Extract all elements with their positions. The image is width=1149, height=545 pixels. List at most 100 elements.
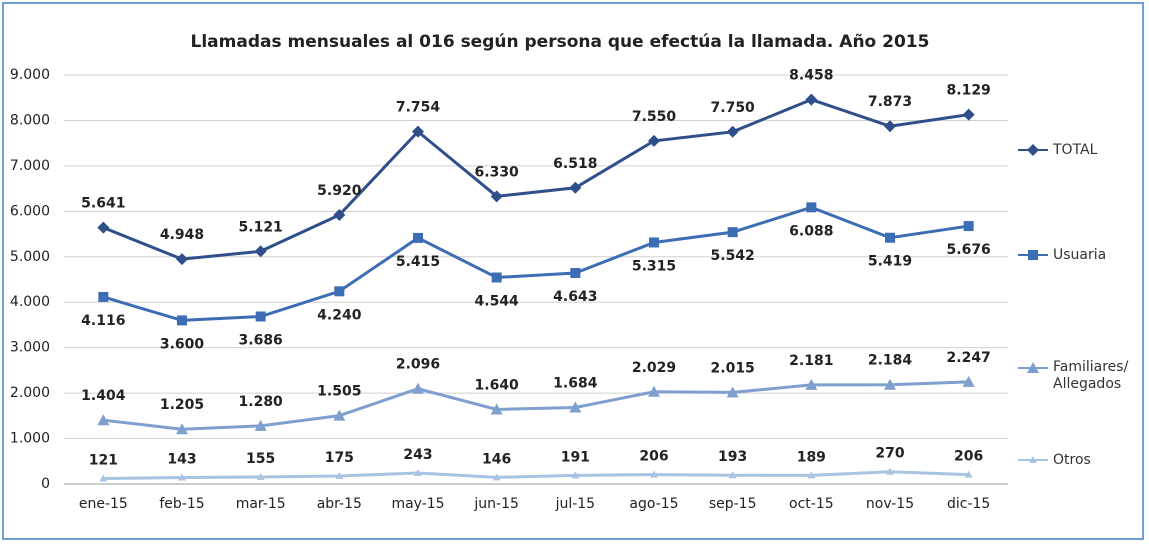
data-label: 2.096	[396, 357, 440, 373]
marker	[806, 202, 817, 213]
data-label: 7.873	[868, 94, 912, 110]
data-label: 2.015	[711, 360, 755, 376]
marker	[964, 470, 973, 478]
data-label: 6.330	[475, 164, 520, 180]
data-label: 4.643	[553, 289, 597, 305]
marker	[962, 375, 975, 387]
marker	[177, 315, 187, 326]
marker	[727, 227, 738, 238]
marker	[413, 232, 423, 243]
marker	[571, 471, 580, 479]
y-tick-label: 8.000	[10, 112, 50, 128]
marker	[650, 470, 658, 478]
legend-label: Familiares/ Allegados	[1053, 359, 1129, 392]
marker	[884, 378, 896, 390]
legend-label: Otros	[1053, 451, 1091, 468]
data-label: 5.641	[81, 196, 125, 212]
data-label: 206	[639, 449, 668, 465]
x-tick-label: ago-15	[629, 496, 678, 512]
marker	[885, 232, 895, 243]
marker	[99, 474, 108, 482]
data-label: 1.205	[160, 397, 204, 413]
data-label: 1.404	[81, 388, 126, 404]
chart-title: Llamadas mensuales al 016 según persona …	[191, 32, 930, 52]
data-label: 2.181	[789, 353, 833, 369]
data-label: 7.754	[396, 100, 441, 116]
data-label: 206	[954, 449, 983, 465]
marker	[726, 125, 739, 138]
data-label: 6.518	[553, 156, 597, 172]
series-line	[102, 205, 969, 322]
marker	[962, 108, 975, 121]
series-line	[103, 470, 969, 481]
marker	[178, 473, 186, 481]
data-label: 146	[482, 451, 511, 467]
data-label: 1.684	[553, 375, 598, 391]
y-tick-label: 2.000	[10, 385, 50, 401]
marker	[726, 386, 739, 398]
x-tick-label: may-15	[391, 496, 444, 512]
y-tick-label: 0	[41, 476, 50, 492]
series-line	[103, 380, 969, 431]
marker	[412, 125, 424, 138]
marker	[1027, 144, 1039, 156]
marker	[1029, 456, 1037, 463]
data-label: 191	[561, 449, 590, 465]
data-label: 5.415	[396, 254, 440, 270]
y-tick-label: 9.000	[10, 67, 50, 83]
data-label: 5.920	[317, 183, 362, 199]
data-label: 6.088	[789, 223, 833, 239]
data-label: 7.550	[632, 109, 677, 125]
series-line	[102, 98, 969, 261]
marker	[412, 382, 424, 394]
x-tick-label: oct-15	[789, 496, 834, 512]
data-label: 5.676	[947, 242, 991, 258]
marker	[490, 190, 503, 203]
marker	[176, 423, 188, 435]
data-label: 1.505	[317, 384, 361, 400]
data-label: 155	[246, 451, 275, 467]
marker	[805, 378, 818, 390]
data-label: 1.280	[239, 394, 284, 410]
data-label: 2.029	[632, 360, 676, 376]
data-label: 2.184	[868, 353, 913, 369]
x-tick-label: sep-15	[709, 496, 757, 512]
marker	[569, 181, 582, 194]
marker	[649, 237, 659, 248]
y-tick-label: 3.000	[10, 340, 50, 356]
marker	[884, 120, 896, 133]
marker	[728, 471, 737, 479]
marker	[335, 472, 344, 480]
marker	[414, 468, 422, 476]
data-label: 121	[89, 453, 118, 469]
marker	[255, 311, 266, 322]
x-tick-label: mar-15	[236, 496, 286, 512]
marker	[805, 93, 818, 106]
x-tick-label: jul-15	[555, 496, 596, 512]
data-label: 1.640	[475, 377, 520, 393]
data-label: 4.240	[317, 307, 362, 323]
x-tick-label: feb-15	[159, 496, 204, 512]
y-tick-label: 7.000	[10, 158, 50, 174]
data-label: 5.542	[711, 248, 755, 264]
marker	[254, 245, 267, 258]
marker	[334, 286, 345, 297]
x-tick-label: jun-15	[473, 496, 519, 512]
x-tick-label: abr-15	[317, 496, 362, 512]
marker	[1027, 362, 1039, 373]
marker	[491, 272, 502, 283]
data-label: 243	[403, 447, 432, 463]
data-label: 143	[167, 452, 196, 468]
marker	[963, 221, 974, 232]
data-label: 193	[718, 449, 747, 465]
marker	[492, 473, 501, 481]
data-label: 270	[875, 446, 904, 462]
marker	[254, 419, 267, 431]
data-label: 3.686	[239, 332, 283, 348]
marker	[490, 403, 503, 415]
marker	[648, 385, 660, 397]
data-label: 175	[325, 450, 354, 466]
marker	[97, 414, 110, 426]
